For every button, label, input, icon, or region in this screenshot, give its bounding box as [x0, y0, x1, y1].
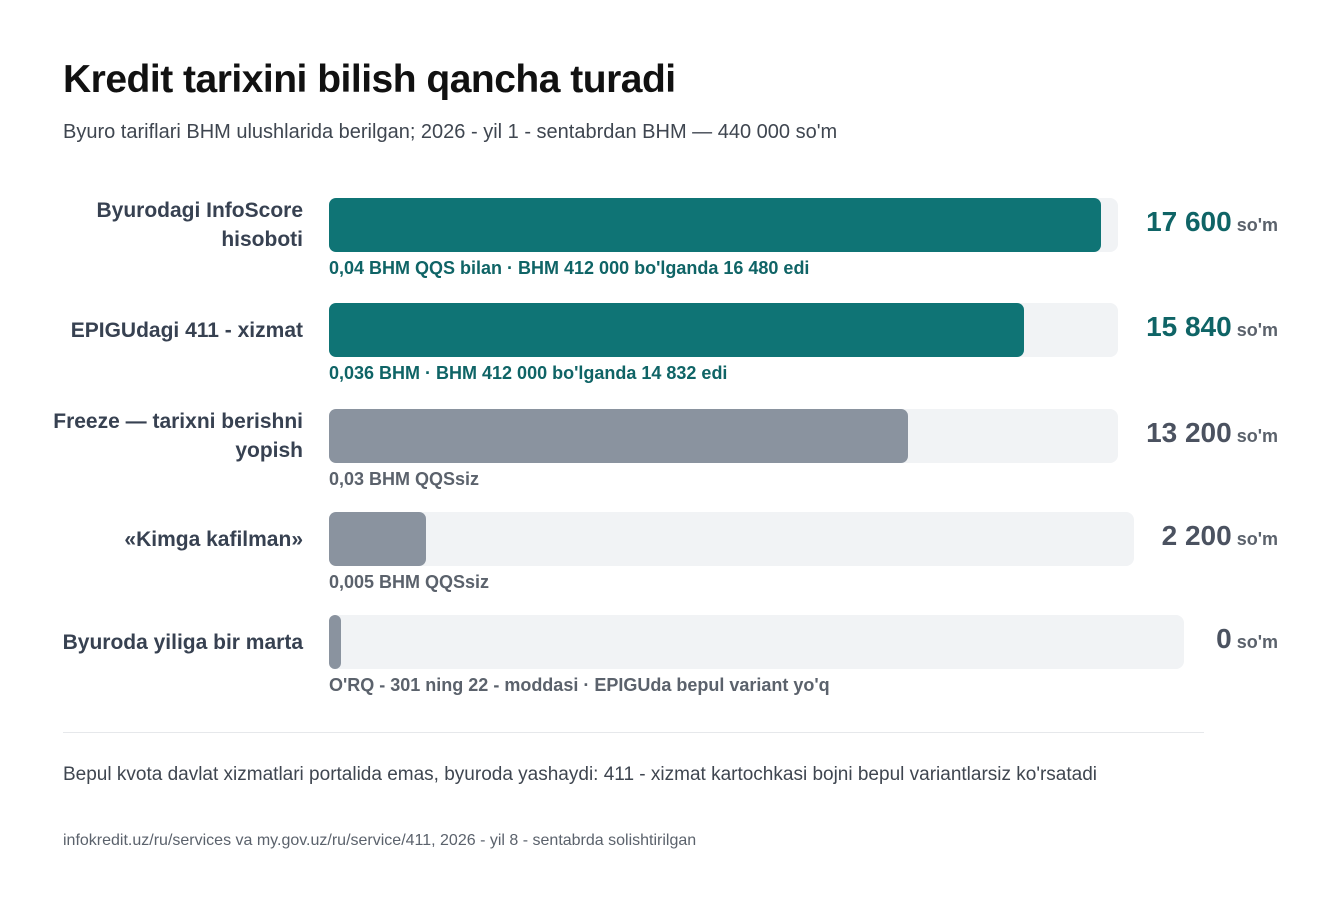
- category-label: Byuroda yiliga bir marta: [62, 630, 303, 654]
- bar: [329, 303, 1024, 357]
- bar-note: 0,03 BHM QQSsiz: [329, 469, 480, 489]
- footnote: Bepul kvota davlat xizmatlari portalida …: [63, 764, 1097, 785]
- bar-value-unit: so'm: [1236, 426, 1278, 446]
- bar-value-unit: so'm: [1236, 320, 1278, 340]
- source-note: infokredit.uz/ru/services va my.gov.uz/r…: [63, 832, 697, 849]
- bar-note: 0,036 BHM · BHM 412 000 bo'lganda 14 832…: [329, 363, 728, 383]
- bar-track: [329, 615, 1184, 669]
- bar: [329, 409, 908, 463]
- bar-value-unit: so'm: [1236, 529, 1278, 549]
- bar-value-label: 17 600 so'm: [1146, 206, 1278, 238]
- divider: [63, 732, 1204, 733]
- category-label: Byurodagi InfoScore hisoboti: [96, 199, 303, 251]
- bar-value-unit: so'm: [1236, 215, 1278, 235]
- chart-subtitle: Byuro tariflari BHM ulushlarida berilgan…: [63, 121, 838, 143]
- category-label: Freeze — tarixni berishni yopish: [53, 410, 303, 462]
- bar-value-number: 0: [1216, 623, 1232, 654]
- bar-value-number: 13 200: [1146, 417, 1232, 448]
- bar-note: 0,04 BHM QQS bilan · BHM 412 000 bo'lgan…: [329, 258, 810, 278]
- bar-value-label: 0 so'm: [1216, 623, 1278, 655]
- bar-value-label: 2 200 so'm: [1162, 520, 1278, 552]
- bar-chart: 17 600 so'm Byurodagi InfoScore hisoboti 0,…: [53, 198, 1278, 695]
- category-label: EPIGUdagi 411 - xizmat: [70, 318, 303, 342]
- bar: [329, 615, 341, 669]
- bar-value-number: 2 200: [1161, 520, 1232, 551]
- bar-value-unit: so'm: [1236, 632, 1278, 652]
- bar-value-number: 15 840: [1146, 311, 1232, 342]
- bar-value-number: 17 600: [1146, 206, 1232, 237]
- bar: [329, 198, 1101, 252]
- bar: [329, 512, 426, 566]
- chart-title: Kredit tarixini bilish qancha turadi: [63, 58, 676, 101]
- category-label: «Kimga kafilman»: [124, 527, 303, 551]
- bar-track: [329, 512, 1134, 566]
- bar-note: O'RQ - 301 ning 22 - moddasi · EPIGUda b…: [329, 675, 830, 695]
- bar-value-label: 15 840 so'm: [1146, 311, 1278, 343]
- bar-value-label: 13 200 so'm: [1146, 417, 1278, 449]
- bar-note: 0,005 BHM QQSsiz: [329, 572, 490, 592]
